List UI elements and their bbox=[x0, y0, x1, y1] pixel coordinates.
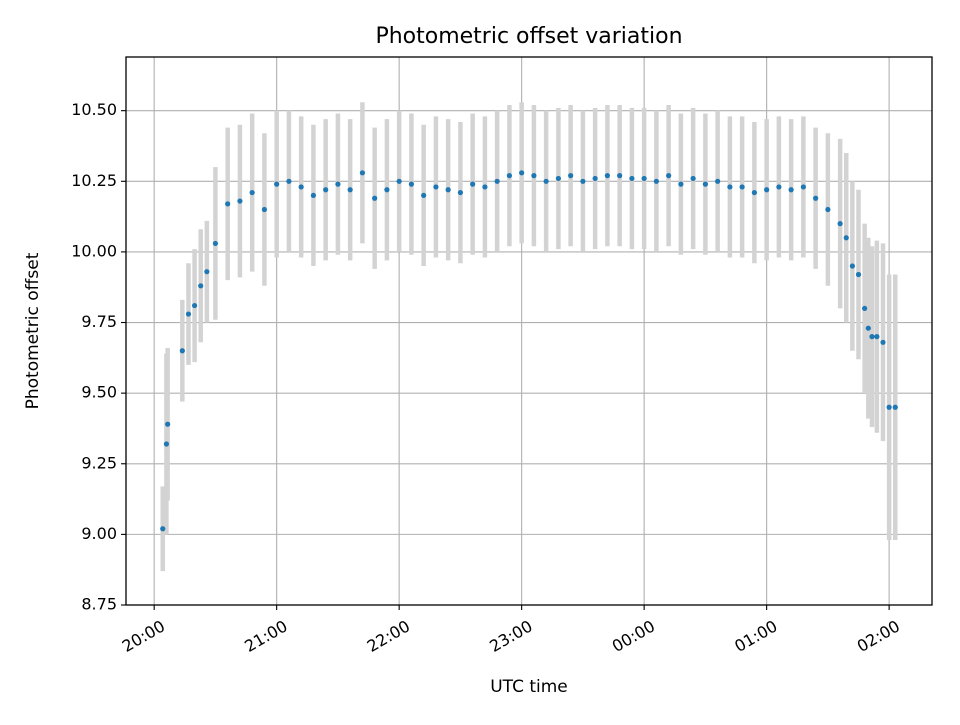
data-point bbox=[204, 269, 210, 275]
data-point bbox=[237, 198, 243, 204]
data-point bbox=[715, 178, 721, 184]
data-point bbox=[519, 170, 525, 176]
data-point bbox=[892, 404, 898, 410]
data-point bbox=[629, 175, 635, 182]
data-point bbox=[837, 221, 843, 227]
data-point bbox=[678, 181, 684, 187]
data-point bbox=[506, 173, 513, 179]
data-point bbox=[225, 201, 231, 207]
data-point bbox=[165, 421, 171, 427]
data-point bbox=[555, 175, 561, 182]
data-point bbox=[690, 175, 696, 182]
data-point bbox=[163, 441, 170, 447]
data-point bbox=[310, 192, 317, 199]
data-points bbox=[160, 170, 898, 532]
data-point bbox=[185, 311, 192, 317]
data-point bbox=[261, 206, 268, 213]
y-tick-label: 10.50 bbox=[71, 100, 117, 119]
y-tick-label: 10.25 bbox=[71, 171, 117, 190]
data-point bbox=[445, 187, 451, 193]
data-point bbox=[825, 206, 831, 213]
data-point bbox=[869, 334, 875, 340]
data-point bbox=[372, 195, 378, 201]
y-tick-label: 8.75 bbox=[81, 595, 117, 614]
data-point bbox=[666, 173, 672, 179]
data-point bbox=[751, 189, 757, 196]
y-tick-label: 9.50 bbox=[81, 383, 117, 402]
data-point bbox=[494, 178, 500, 184]
data-point bbox=[359, 170, 366, 176]
data-point bbox=[776, 184, 782, 190]
x-axis-label: UTC time bbox=[490, 677, 568, 697]
data-point bbox=[886, 404, 892, 410]
plot-frame bbox=[125, 56, 933, 606]
data-point bbox=[800, 184, 806, 190]
data-point bbox=[191, 302, 198, 309]
data-point bbox=[568, 173, 574, 179]
data-point bbox=[855, 271, 862, 278]
data-point bbox=[298, 184, 304, 190]
data-point bbox=[179, 348, 185, 354]
data-point bbox=[212, 240, 219, 247]
data-point bbox=[384, 187, 390, 193]
data-point bbox=[408, 181, 415, 187]
data-point bbox=[653, 178, 659, 184]
data-point bbox=[862, 305, 868, 312]
data-point bbox=[843, 235, 849, 241]
data-point bbox=[457, 189, 464, 196]
data-point bbox=[249, 189, 255, 196]
data-point bbox=[580, 178, 586, 184]
y-tick-label: 9.25 bbox=[81, 453, 117, 472]
data-point bbox=[433, 184, 439, 190]
data-point bbox=[274, 181, 280, 187]
data-point bbox=[592, 175, 598, 182]
data-point bbox=[347, 187, 353, 193]
y-axis-label: Photometric offset bbox=[23, 252, 43, 409]
data-point bbox=[160, 526, 166, 532]
chart-title: Photometric offset variation bbox=[375, 24, 682, 49]
data-point bbox=[482, 184, 488, 190]
data-point bbox=[641, 175, 647, 182]
data-point bbox=[543, 178, 549, 184]
data-point bbox=[198, 283, 204, 289]
data-point bbox=[874, 334, 880, 340]
data-point bbox=[813, 195, 819, 201]
data-point bbox=[470, 181, 476, 187]
y-tick-label: 9.75 bbox=[81, 312, 117, 331]
data-point bbox=[421, 192, 427, 199]
data-point bbox=[739, 184, 745, 190]
y-tick-label: 10.00 bbox=[71, 241, 117, 260]
data-point bbox=[617, 173, 623, 179]
y-tick-label: 9.00 bbox=[81, 524, 117, 543]
data-point bbox=[702, 181, 708, 187]
data-point bbox=[286, 178, 292, 184]
data-point bbox=[323, 187, 329, 193]
data-point bbox=[764, 187, 770, 193]
data-point bbox=[396, 178, 402, 184]
data-point bbox=[865, 325, 871, 331]
data-point bbox=[604, 173, 610, 179]
data-point bbox=[849, 263, 855, 269]
data-point bbox=[335, 181, 341, 187]
data-point bbox=[727, 184, 733, 190]
data-point bbox=[788, 187, 794, 193]
data-point bbox=[531, 173, 537, 179]
data-point bbox=[880, 339, 886, 345]
